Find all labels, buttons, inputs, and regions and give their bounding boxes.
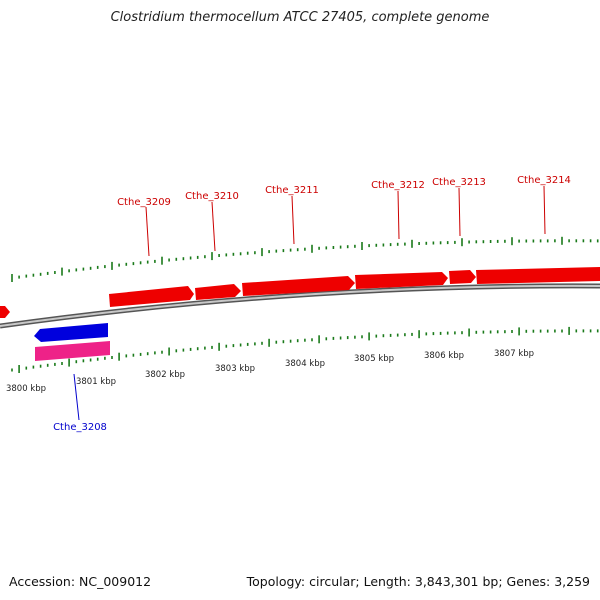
gene-label[interactable]: Cthe_3211 <box>265 185 319 196</box>
gene-arrow-cthe-3208[interactable] <box>34 323 108 342</box>
gene-arrow-cthe-3209[interactable] <box>109 286 194 307</box>
gene-labels: Cthe_3209 Cthe_3210 Cthe_3211 Cthe_3212 … <box>53 175 571 433</box>
reverse-tick-track <box>11 326 599 373</box>
gene-label-leaders <box>73 185 546 421</box>
reverse-gene-track <box>34 323 110 361</box>
topology-text: Topology: circular; Length: 3,843,301 bp… <box>246 574 590 589</box>
gene-label[interactable]: Cthe_3212 <box>371 180 425 191</box>
gene-arrow-cthe-3213[interactable] <box>449 270 476 284</box>
scale-label: 3804 kbp <box>285 359 325 369</box>
rna-bar-cthe-3208[interactable] <box>35 341 110 361</box>
scale-label: 3802 kbp <box>145 370 185 380</box>
gene-arrow-left-edge[interactable] <box>0 306 10 318</box>
scale-label: 3803 kbp <box>215 364 255 374</box>
gene-arrow-cthe-3211[interactable] <box>242 276 355 296</box>
gene-label[interactable]: Cthe_3214 <box>517 175 571 186</box>
forward-tick-track <box>11 236 599 282</box>
gene-label[interactable]: Cthe_3209 <box>117 197 171 208</box>
scale-label: 3807 kbp <box>494 349 534 359</box>
accession-text: Accession: NC_009012 <box>9 574 152 589</box>
scale-label: 3801 kbp <box>76 377 116 387</box>
scale-label: 3806 kbp <box>424 351 464 361</box>
gene-label[interactable]: Cthe_3208 <box>53 422 107 433</box>
map-title: Clostridium thermocellum ATCC 27405, com… <box>110 10 490 25</box>
gene-arrow-cthe-3212[interactable] <box>355 272 448 289</box>
forward-gene-track <box>0 267 600 318</box>
scale-labels: 3800 kbp 3801 kbp 3802 kbp 3803 kbp 3804… <box>6 349 534 394</box>
gene-label[interactable]: Cthe_3210 <box>185 191 239 202</box>
scale-label: 3800 kbp <box>6 384 46 394</box>
genome-backbone-highlight <box>0 284 600 327</box>
gene-arrow-cthe-3210[interactable] <box>195 284 241 300</box>
gene-label[interactable]: Cthe_3213 <box>432 177 486 188</box>
scale-label: 3805 kbp <box>354 354 394 364</box>
gene-arrow-cthe-3214[interactable] <box>476 267 600 284</box>
